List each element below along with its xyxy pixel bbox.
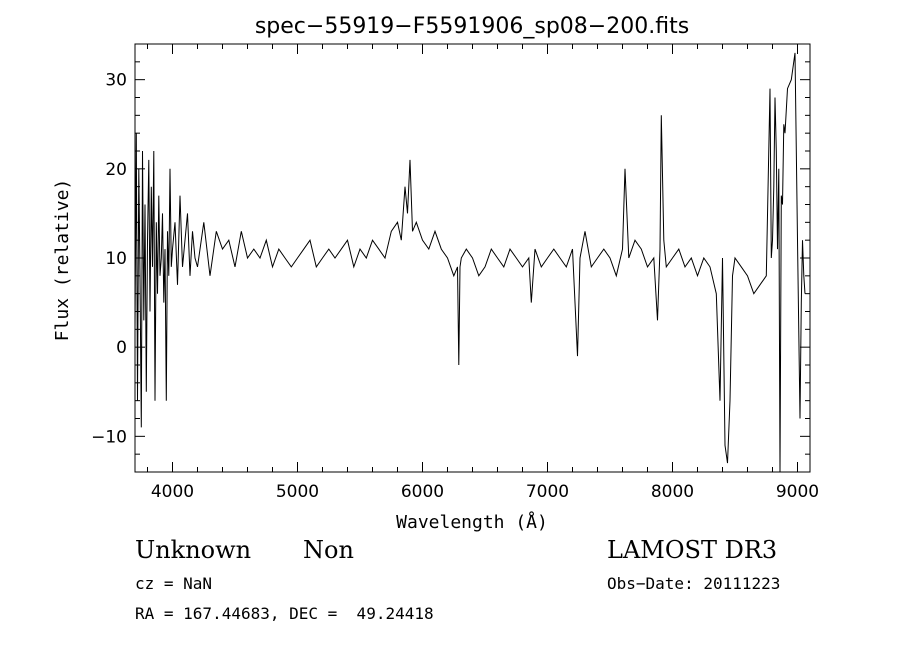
x-tick-label: 8000 [651, 482, 694, 502]
y-tick-label: 30 [105, 71, 127, 91]
x-tick-label: 9000 [776, 482, 819, 502]
x-axis-label: Wavelength (Å) [396, 511, 548, 533]
y-axis-label: Flux (relative) [52, 179, 73, 342]
y-tick-label: −10 [91, 427, 127, 447]
redshift-label: cz = NaN [135, 574, 212, 593]
x-tick-label: 6000 [401, 482, 444, 502]
y-tick-label: 0 [116, 338, 127, 358]
y-tick-label: 10 [105, 249, 127, 269]
object-class-label: Unknown [135, 536, 251, 564]
obs-date-label: Obs−Date: 20111223 [607, 574, 780, 593]
y-axis-tick-labels: −10 0 10 20 30 [91, 71, 127, 448]
survey-label: LAMOST DR3 [607, 536, 777, 564]
x-axis-ticks [147, 44, 798, 472]
chart-title: spec−55919−F5591906_sp08−200.fits [255, 14, 689, 39]
x-tick-label: 4000 [151, 482, 194, 502]
x-axis-tick-labels: 4000 5000 6000 7000 8000 9000 [151, 482, 819, 502]
coordinates-label: RA = 167.44683, DEC = 49.24418 [135, 604, 434, 623]
x-tick-label: 7000 [526, 482, 569, 502]
x-tick-label: 5000 [276, 482, 319, 502]
y-tick-label: 20 [105, 160, 127, 180]
flux-series-line [134, 52, 806, 473]
object-subclass-label: Non [303, 536, 354, 564]
